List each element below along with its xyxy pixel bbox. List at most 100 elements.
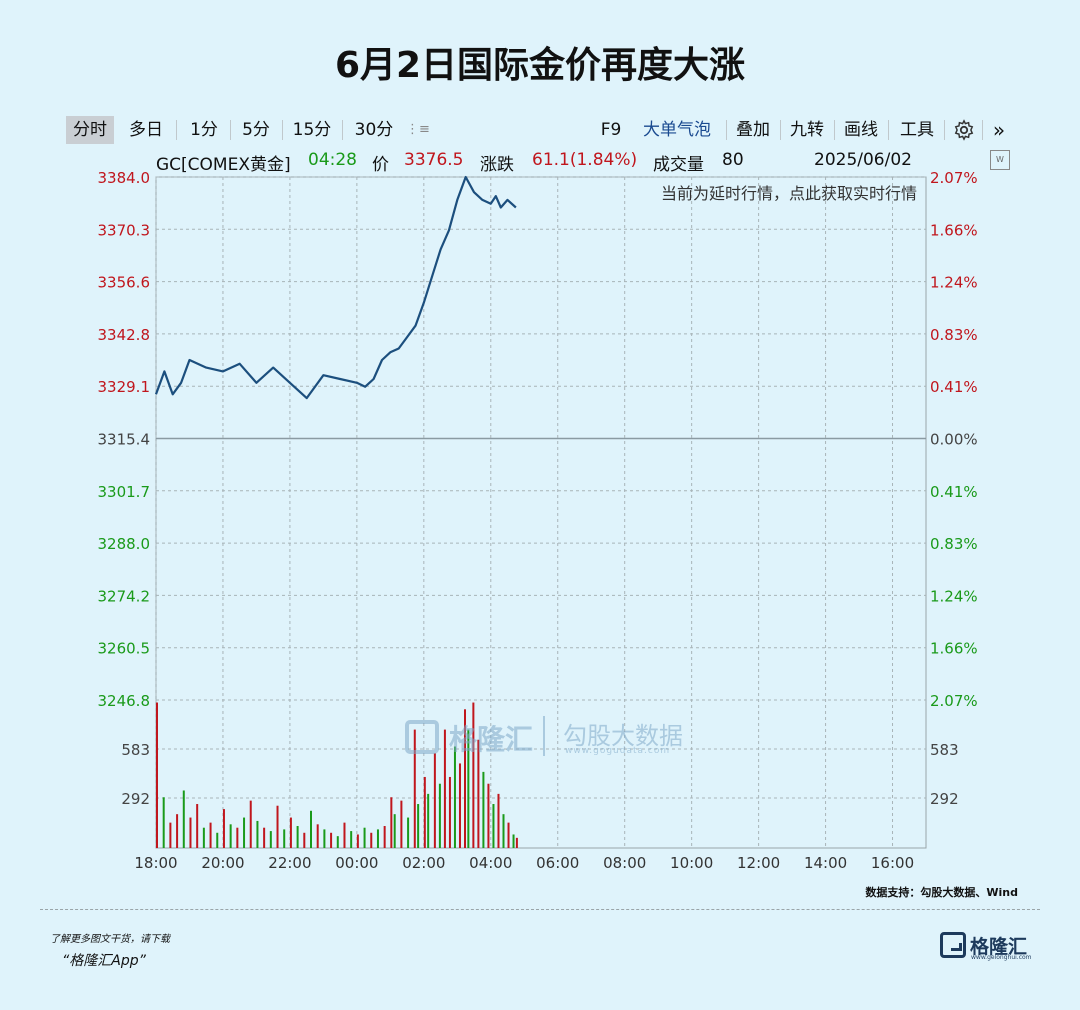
y-tick-label-left: 3260.5 (98, 640, 151, 658)
volume-bar (156, 702, 158, 848)
volume-bar (243, 817, 246, 848)
volume-tick-label-right: 292 (930, 790, 959, 808)
y-tick-label-right: 0.41% (930, 378, 978, 396)
y-tick-label-right: 2.07% (930, 169, 978, 187)
volume-bar (216, 832, 219, 848)
volume-bar (413, 729, 416, 848)
gear-icon[interactable] (950, 116, 978, 144)
volume-bar (423, 776, 426, 848)
y-tick-label-left: 3274.2 (98, 587, 151, 605)
y-tick-label-right: 0.41% (930, 483, 978, 501)
y-tick-label-right: 0.83% (930, 535, 978, 553)
volume-bar (222, 809, 225, 848)
x-tick-label: 12:00 (737, 854, 780, 872)
volume-bar (370, 832, 373, 848)
double-chevron-right-icon[interactable]: » (992, 118, 1006, 142)
volume-bars (156, 702, 518, 848)
tab-15min[interactable]: 15分 (292, 120, 332, 140)
volume-bar (383, 826, 386, 848)
toolbar-divider (982, 120, 983, 140)
volume-bar (363, 827, 366, 848)
volume-bar (482, 771, 485, 848)
volume-bar (176, 814, 179, 848)
overlay-button[interactable]: 叠加 (736, 120, 770, 140)
quote-date: 2025/06/02 (814, 150, 912, 170)
x-axis: 18:00 20:00 22:00 00:00 02:00 04:00 06:00 08:00… (134, 854, 914, 872)
chart-toolbar: 分时 多日 1分 5分 15分 30分 ⋮≡ F9 大单气泡 叠加 九转 画线 … (64, 116, 1064, 146)
volume-bar (472, 702, 475, 848)
y-tick-label-left: 3329.1 (98, 378, 151, 396)
change-label: 涨跌 (480, 155, 514, 175)
volume-bar (343, 822, 346, 848)
volume-bar (376, 829, 379, 848)
watermark-brand: 格隆汇 (449, 723, 534, 756)
toolbar-divider (944, 120, 945, 140)
volume-bar (189, 817, 192, 848)
footer-divider (40, 909, 1040, 910)
volume-bar (323, 829, 326, 848)
x-tick-label: 16:00 (871, 854, 914, 872)
volume-bar (303, 832, 306, 848)
x-tick-label: 22:00 (268, 854, 311, 872)
y-tick-label-right: 1.24% (930, 274, 978, 292)
volume-bar (236, 827, 239, 848)
toolbar-divider (230, 120, 231, 140)
delayed-quote-notice[interactable]: 当前为延时行情，点此获取实时行情 (660, 184, 917, 203)
volume-bar (169, 822, 172, 848)
volume-bar (502, 814, 505, 848)
symbol-name: GC[COMEX黄金] (156, 155, 291, 175)
volume-bar (438, 783, 441, 848)
tab-intraday[interactable]: 分时 (66, 116, 114, 144)
volume-label: 成交量 (653, 155, 704, 175)
volume-bar (515, 837, 518, 848)
tools-button[interactable]: 工具 (900, 120, 934, 140)
volume-bar (283, 829, 286, 848)
watermark-url: www.gogudata.com (565, 746, 671, 756)
td-sequential-button[interactable]: 九转 (790, 120, 824, 140)
x-tick-label: 14:00 (804, 854, 847, 872)
y-tick-label-right: 1.66% (930, 221, 978, 239)
volume-bar (202, 827, 205, 848)
volume-bar (458, 763, 461, 848)
intraday-chart: 3384.0 3370.3 3356.6 3342.8 3329.1 3315.4 3301… (98, 169, 978, 872)
tab-5min[interactable]: 5分 (242, 120, 270, 140)
tab-multi-day[interactable]: 多日 (129, 120, 163, 140)
y-tick-label-right: 0.00% (930, 431, 978, 449)
f9-button[interactable]: F9 (600, 120, 622, 140)
volume-bar (229, 824, 232, 848)
volume-bar (263, 827, 266, 848)
volume-bar (390, 797, 393, 848)
logo-name: 格隆汇 (970, 936, 1028, 958)
volume-bar (256, 820, 259, 848)
watermark-partner: 勾股大数据 (563, 722, 683, 750)
big-order-bubble-button[interactable]: 大单气泡 (643, 120, 711, 140)
volume-bar (296, 826, 299, 848)
y-tick-label-right: 0.83% (930, 326, 978, 344)
volume-bar (464, 709, 466, 848)
y-tick-label-right: 1.66% (930, 640, 978, 658)
volume-bar (453, 746, 456, 848)
draw-line-button[interactable]: 画线 (844, 120, 878, 140)
tab-1min[interactable]: 1分 (190, 120, 218, 140)
brand-logo: 格隆汇 www.gelonghui.com (940, 932, 1035, 962)
volume-bar (330, 832, 333, 848)
volume-bar (492, 804, 495, 848)
y-tick-label-left: 3301.7 (98, 483, 151, 501)
tab-30min[interactable]: 30分 (354, 120, 394, 140)
data-source: 数据支持：勾股大数据、Wind (865, 886, 1018, 899)
volume-tick-label-left: 292 (121, 790, 150, 808)
volume-axis: 583 583 292 292 (121, 741, 958, 808)
watermark-logo-icon (405, 720, 439, 754)
x-tick-label: 18:00 (134, 854, 177, 872)
price-label: 价 (372, 155, 389, 175)
toolbar-divider (176, 120, 177, 140)
list-icon[interactable]: W (990, 150, 1010, 170)
volume-bar (477, 739, 480, 848)
toolbar-divider (342, 120, 343, 140)
volume-bar (417, 804, 420, 848)
chart-frame (155, 176, 927, 849)
list-icon[interactable]: ⋮≡ (406, 122, 430, 137)
y-tick-label-left: 3342.8 (98, 326, 151, 344)
y-tick-label-left: 3384.0 (98, 169, 151, 187)
x-tick-label: 04:00 (469, 854, 512, 872)
